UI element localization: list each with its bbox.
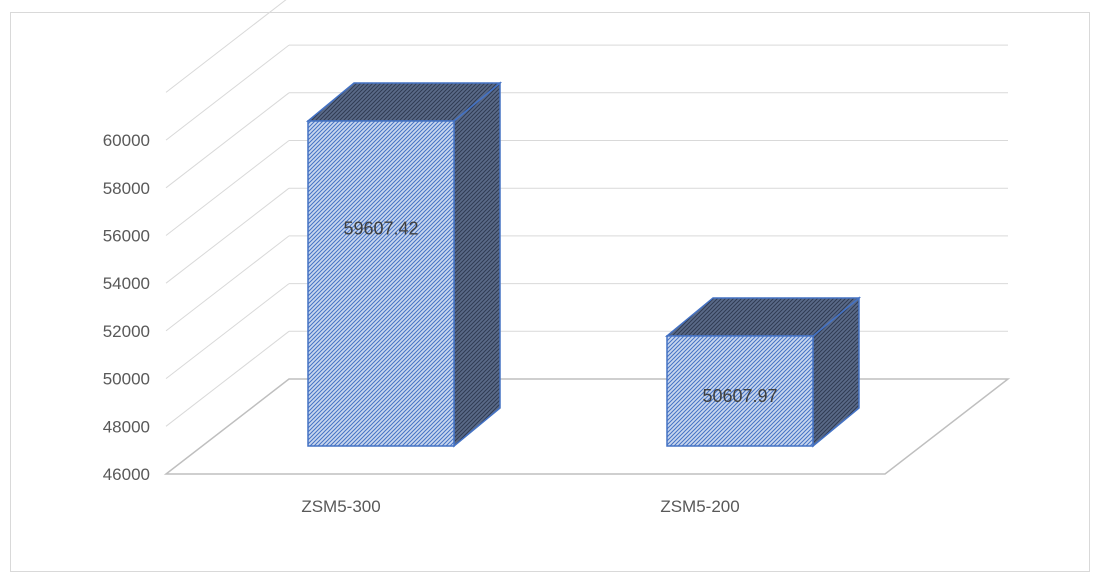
y-tick-label: 48000 <box>103 417 150 436</box>
y-tick-label: 46000 <box>103 465 150 484</box>
gridline-side <box>165 187 290 284</box>
gridlines <box>165 0 1008 427</box>
y-tick-label: 58000 <box>103 179 150 198</box>
gridline-side <box>165 283 290 379</box>
bar: 59607.42 <box>305 81 503 448</box>
x-axis: ZSM5-300 ZSM5-200 <box>301 497 739 516</box>
bar-front <box>307 120 455 447</box>
gridline-side <box>165 235 290 332</box>
bar-side <box>453 81 501 448</box>
chart-frame <box>10 12 1090 572</box>
y-tick-label: 56000 <box>103 227 150 246</box>
data-label: 59607.42 <box>343 219 418 239</box>
x-category-label: ZSM5-300 <box>301 497 380 516</box>
data-label: 50607.97 <box>702 386 777 406</box>
x-category-label: ZSM5-200 <box>660 497 739 516</box>
chart-floor <box>163 378 1011 475</box>
y-axis: 46000 48000 50000 52000 54000 56000 58000 60000 <box>103 131 150 484</box>
gridline-side <box>165 0 287 93</box>
bar: 50607.97 <box>664 296 862 448</box>
bar-front <box>666 335 814 447</box>
gridline-side <box>165 92 290 189</box>
floor-outline <box>163 378 1011 475</box>
y-tick-label: 52000 <box>103 322 150 341</box>
gridline-side <box>165 140 290 236</box>
bars: 59607.42 50607.97 <box>305 81 862 448</box>
y-tick-label: 54000 <box>103 274 150 293</box>
y-tick-label: 50000 <box>103 370 150 389</box>
gridline-side <box>165 44 290 141</box>
y-tick-label: 60000 <box>103 131 150 150</box>
gridline-side <box>165 330 290 427</box>
